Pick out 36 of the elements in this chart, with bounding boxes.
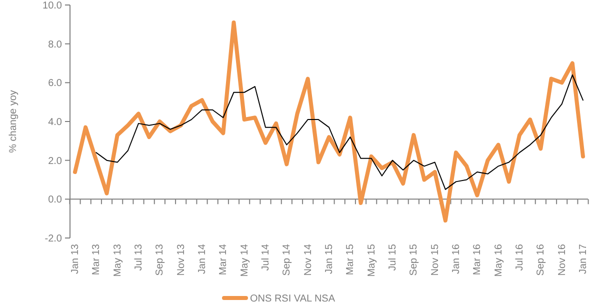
- x-tick-label: Jul 14: [260, 244, 272, 271]
- x-tick-label: Jan 14: [197, 244, 208, 274]
- x-tick-label: Jan 17: [578, 244, 589, 274]
- y-tick-label: -2.0: [44, 234, 62, 244]
- x-tick-label: Mar 13: [91, 244, 102, 276]
- x-tick-label: Sep 16: [536, 244, 547, 276]
- x-tick-label: May 16: [493, 244, 504, 277]
- legend-label: ONS RSI VAL NSA: [250, 294, 336, 304]
- x-tick-label: Nov 13: [176, 244, 187, 276]
- x-tick-label: May 15: [366, 244, 378, 277]
- x-tick-label: Sep 13: [154, 244, 166, 276]
- x-tick-label: Jan 16: [451, 244, 462, 274]
- y-tick-label: 8.0: [48, 39, 62, 50]
- x-tick-label: Jul 15: [388, 244, 398, 271]
- x-tick-label: Jan 15: [324, 244, 335, 274]
- x-tick-label: Nov 15: [430, 244, 441, 276]
- x-tick-label: Nov 16: [556, 244, 568, 276]
- x-tick-label: May 13: [112, 244, 124, 277]
- x-tick-label: Sep 14: [282, 244, 293, 276]
- y-tick-label: 10.0: [42, 0, 62, 12]
- line-series: [73, 20, 585, 223]
- x-tick-label: Jan 13: [70, 244, 81, 274]
- x-tick-label: Jul 13: [134, 244, 144, 271]
- y-tick-label: 2.0: [48, 156, 62, 167]
- y-tick-label: 0.0: [48, 194, 62, 206]
- x-tick-label: Nov 14: [302, 244, 314, 276]
- line-series: [96, 74, 584, 190]
- y-axis-title: % change yoy: [8, 90, 19, 153]
- x-tick-label: Sep 15: [408, 244, 420, 276]
- x-tick-label: Mar 14: [218, 244, 230, 276]
- y-tick-label: 4.0: [48, 117, 62, 128]
- x-tick-label: Mar 15: [345, 244, 356, 276]
- x-tick-label: Mar 16: [472, 244, 484, 276]
- x-tick-label: Jul 16: [514, 244, 526, 271]
- y-tick-label: 6.0: [48, 78, 62, 90]
- x-tick-label: May 14: [239, 244, 250, 277]
